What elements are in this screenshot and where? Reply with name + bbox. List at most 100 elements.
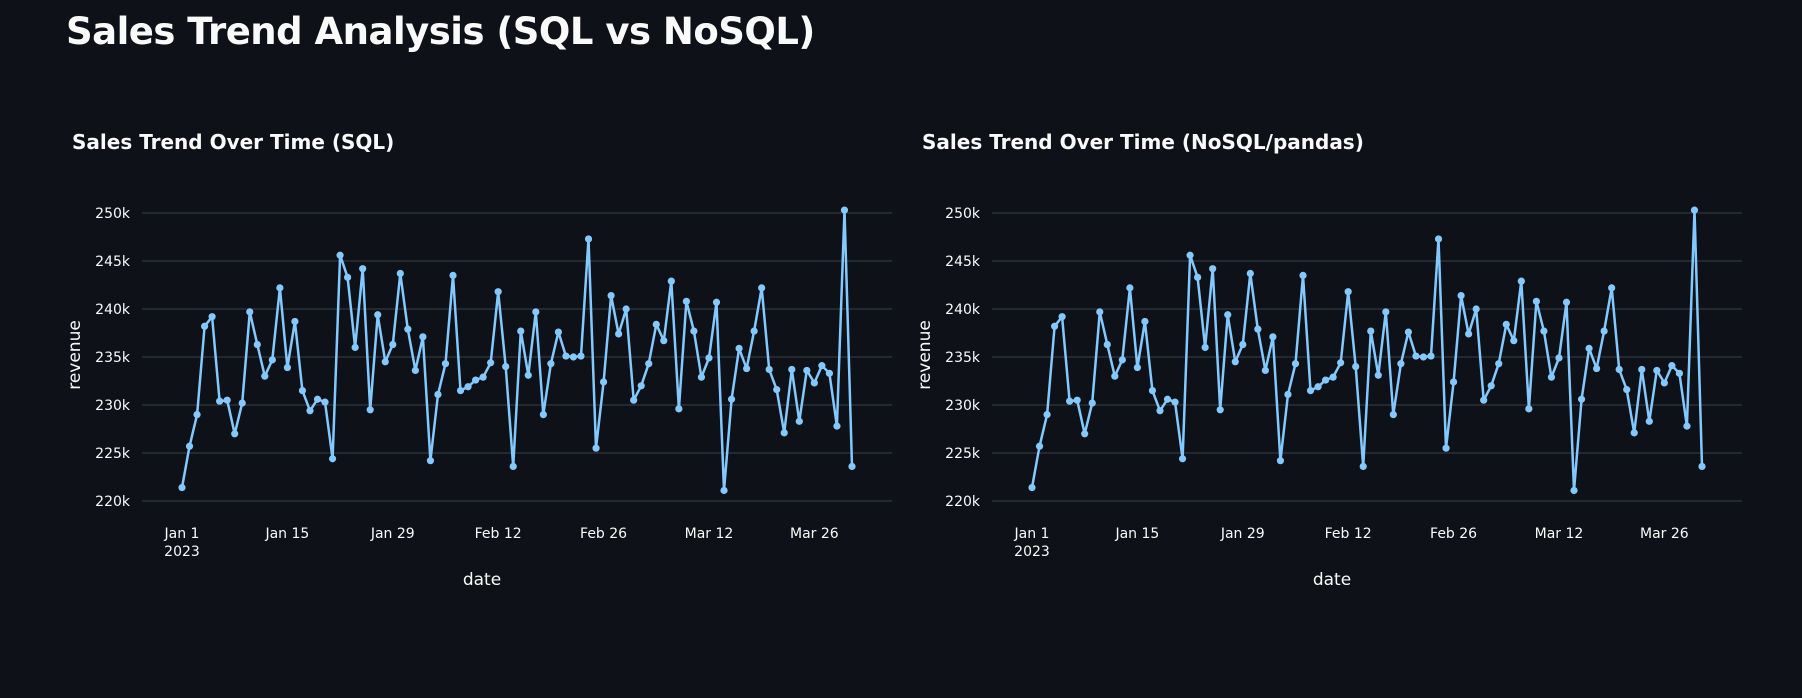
data-point[interactable] xyxy=(569,353,578,361)
data-point[interactable] xyxy=(1096,308,1104,316)
data-point[interactable] xyxy=(1201,343,1209,351)
data-point[interactable] xyxy=(1389,411,1397,419)
data-point[interactable] xyxy=(833,422,841,430)
data-point[interactable] xyxy=(283,363,291,372)
data-point[interactable] xyxy=(1427,352,1435,360)
data-point[interactable] xyxy=(1050,322,1059,330)
data-point[interactable] xyxy=(788,365,796,374)
data-point[interactable] xyxy=(1141,317,1149,326)
data-point[interactable] xyxy=(758,284,766,292)
data-point[interactable] xyxy=(419,333,427,341)
data-point[interactable] xyxy=(803,366,811,375)
data-point[interactable] xyxy=(1630,429,1638,437)
data-point[interactable] xyxy=(1457,291,1465,300)
data-point[interactable] xyxy=(1224,311,1232,319)
data-point[interactable] xyxy=(1502,320,1510,328)
data-point[interactable] xyxy=(599,378,608,386)
data-point[interactable] xyxy=(1382,308,1390,316)
data-point[interactable] xyxy=(607,291,615,300)
data-point[interactable] xyxy=(208,313,216,321)
data-point[interactable] xyxy=(645,360,653,368)
data-point[interactable] xyxy=(1103,340,1111,349)
data-point[interactable] xyxy=(1404,328,1413,336)
data-point[interactable] xyxy=(389,340,397,349)
data-point[interactable] xyxy=(1314,383,1322,391)
data-point[interactable] xyxy=(652,320,660,328)
data-point[interactable] xyxy=(1111,372,1119,380)
data-point[interactable] xyxy=(1194,273,1202,281)
data-point[interactable] xyxy=(1133,363,1141,372)
line-chart-nosql[interactable]: 220k 225k 230k 235k 240k 245k 250k Jan 1 2023 Jan… xyxy=(915,120,1756,690)
data-point[interactable] xyxy=(178,483,186,492)
data-point[interactable] xyxy=(660,337,668,345)
data-point[interactable] xyxy=(411,366,419,375)
data-point[interactable] xyxy=(517,327,525,335)
data-point[interactable] xyxy=(1487,382,1495,390)
data-point[interactable] xyxy=(1209,265,1217,273)
data-point[interactable] xyxy=(1081,430,1089,438)
data-point[interactable] xyxy=(705,354,713,362)
data-point[interactable] xyxy=(321,398,329,406)
data-point[interactable] xyxy=(637,382,645,390)
data-point[interactable] xyxy=(1577,395,1586,403)
data-point[interactable] xyxy=(298,387,307,395)
data-point[interactable] xyxy=(780,429,788,437)
data-point[interactable] xyxy=(1261,366,1269,375)
data-point[interactable] xyxy=(487,359,495,367)
data-point[interactable] xyxy=(216,397,224,405)
data-point[interactable] xyxy=(1231,358,1239,366)
data-point[interactable] xyxy=(697,373,706,381)
data-point[interactable] xyxy=(532,308,540,316)
data-point[interactable] xyxy=(1593,364,1601,373)
data-point[interactable] xyxy=(1246,269,1254,278)
data-point[interactable] xyxy=(1412,352,1420,360)
data-point[interactable] xyxy=(449,271,457,279)
data-point[interactable] xyxy=(1352,363,1360,371)
data-point[interactable] xyxy=(690,327,698,335)
data-point[interactable] xyxy=(1186,251,1194,259)
data-point[interactable] xyxy=(1171,398,1179,406)
data-point[interactable] xyxy=(773,386,781,394)
data-point[interactable] xyxy=(1066,397,1074,405)
data-point[interactable] xyxy=(554,328,563,336)
data-point[interactable] xyxy=(577,352,585,360)
data-point[interactable] xyxy=(200,322,209,330)
data-point[interactable] xyxy=(261,372,269,380)
data-point[interactable] xyxy=(630,396,638,404)
data-point[interactable] xyxy=(825,369,834,377)
data-point[interactable] xyxy=(524,371,532,379)
data-point[interactable] xyxy=(667,277,675,285)
data-point[interactable] xyxy=(1216,406,1224,414)
line-chart-sql[interactable]: 220k 225k 230k 235k 240k 245k 250k Jan 1 2023 Jan… xyxy=(65,120,906,690)
data-point[interactable] xyxy=(1374,371,1382,379)
data-point[interactable] xyxy=(502,363,510,371)
data-point[interactable] xyxy=(682,297,690,305)
data-point[interactable] xyxy=(1608,284,1616,292)
data-point[interactable] xyxy=(1043,411,1051,419)
data-point[interactable] xyxy=(1600,327,1608,335)
data-point[interactable] xyxy=(268,356,276,364)
data-point[interactable] xyxy=(396,269,404,278)
data-point[interactable] xyxy=(675,405,683,413)
data-point[interactable] xyxy=(336,251,344,259)
data-point[interactable] xyxy=(1555,354,1563,362)
data-point[interactable] xyxy=(306,407,314,415)
data-point[interactable] xyxy=(313,395,322,403)
data-point[interactable] xyxy=(328,455,337,463)
data-point[interactable] xyxy=(1525,405,1533,413)
data-point[interactable] xyxy=(404,325,412,333)
data-point[interactable] xyxy=(562,352,570,360)
data-point[interactable] xyxy=(1675,369,1684,377)
data-point[interactable] xyxy=(223,396,231,404)
data-point[interactable] xyxy=(231,430,239,438)
data-point[interactable] xyxy=(1683,422,1691,430)
data-point[interactable] xyxy=(494,288,502,296)
data-point[interactable] xyxy=(1156,407,1164,415)
data-point[interactable] xyxy=(539,411,547,419)
data-point[interactable] xyxy=(1615,365,1623,374)
data-point[interactable] xyxy=(1073,396,1081,404)
data-point[interactable] xyxy=(1517,277,1525,285)
data-point[interactable] xyxy=(1329,373,1337,381)
data-point[interactable] xyxy=(1035,442,1044,450)
data-point[interactable] xyxy=(765,365,773,374)
